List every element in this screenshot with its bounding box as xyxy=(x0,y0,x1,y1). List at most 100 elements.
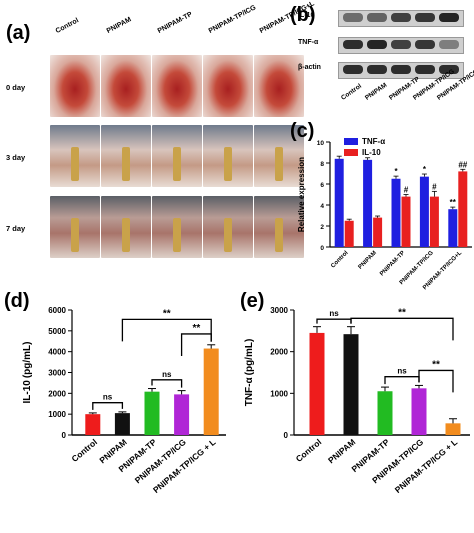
significance-bracket xyxy=(92,402,124,410)
chart-il10: 0 1000 2000 3000 4000 5000 6000 IL-10 (pg/mL) Co… xyxy=(22,306,226,495)
bar xyxy=(343,334,359,435)
wound-strip xyxy=(173,147,181,181)
surgical-site-photo xyxy=(203,55,253,117)
legend-swatch xyxy=(344,149,358,156)
blot-row-label: IL-10 xyxy=(298,12,315,19)
surgical-site-photo xyxy=(203,125,253,187)
x-tick-label: Control xyxy=(294,437,324,464)
bar xyxy=(344,220,354,247)
bar xyxy=(429,196,439,247)
significance-label: ** xyxy=(398,307,406,318)
surgical-site-photo xyxy=(101,196,151,258)
significance-bracket xyxy=(384,376,420,385)
photo-row-label: 0 day xyxy=(6,83,26,92)
y-tick-label: 0 xyxy=(284,431,289,440)
blot-band xyxy=(439,13,459,22)
significance-mark: * xyxy=(394,167,398,176)
panel-d-label: (d) xyxy=(4,290,30,312)
y-tick-label: 1000 xyxy=(48,410,66,419)
wound-strip xyxy=(122,147,130,181)
blot-lane-label: PNIPAM xyxy=(364,81,389,102)
surgical-site-photo xyxy=(152,125,202,187)
blot-row-label: TNF-α xyxy=(298,39,319,46)
bar xyxy=(363,159,373,247)
wound-strip xyxy=(224,218,232,252)
wound-strip xyxy=(71,147,79,181)
blot-row-label: β-actin xyxy=(298,64,321,71)
bar xyxy=(391,178,401,247)
x-tick-label: Control xyxy=(330,250,350,270)
significance-bracket xyxy=(350,317,454,341)
x-tick-label: Control xyxy=(70,437,100,464)
significance-label: ** xyxy=(432,359,440,370)
x-tick-label: PNIPAM xyxy=(326,437,357,466)
significance-label: ns xyxy=(103,393,113,402)
surgical-site-photo xyxy=(203,196,253,258)
surgical-site-photo xyxy=(254,196,304,258)
panel-e-label: (e) xyxy=(240,290,265,312)
wound-strip xyxy=(71,218,79,252)
blot-band xyxy=(415,40,435,49)
western-blot: IL-10 TNF-α β-actin Control PNIPAM PNIPAM-TP P… xyxy=(290,0,474,125)
bar xyxy=(445,423,461,435)
significance-label: ns xyxy=(397,367,407,376)
surgical-site-photo xyxy=(152,196,202,258)
y-tick-label: 4000 xyxy=(48,348,66,357)
surgical-photo-grid: Control PNIPAM PNIPAM-TP PNIPAM-TP/ICG PNIPA… xyxy=(0,0,316,300)
significance-mark: # xyxy=(432,182,437,191)
panel-c-label: (c) xyxy=(290,120,315,142)
blot-lane-label: Control xyxy=(340,82,363,102)
surgical-site-photo xyxy=(254,55,304,117)
surgical-site-photo xyxy=(152,55,202,117)
y-tick-label: 3000 xyxy=(270,306,288,315)
bar xyxy=(411,388,427,435)
bar xyxy=(334,158,344,247)
surgical-site-photo xyxy=(101,55,151,117)
x-tick-label: PNIPAM-TP xyxy=(379,250,406,277)
y-tick-label: 0 xyxy=(62,431,67,440)
legend-label: TNF-α xyxy=(362,137,385,146)
y-tick-label: 6 xyxy=(320,182,324,189)
blot-band xyxy=(343,40,363,49)
surgical-site-photo xyxy=(50,55,100,117)
y-tick-label: 6000 xyxy=(48,306,66,315)
y-tick-label: 3000 xyxy=(48,369,66,378)
bar xyxy=(448,209,458,247)
wound-strip xyxy=(173,218,181,252)
significance-bracket xyxy=(418,369,454,393)
panel-b-label: (b) xyxy=(290,4,316,26)
blot-band xyxy=(391,13,411,22)
photo-row-label: 3 day xyxy=(6,153,26,162)
significance-label: ** xyxy=(193,323,201,334)
legend-label: IL-10 xyxy=(362,148,381,157)
blot-band xyxy=(439,40,459,49)
significance-label: ns xyxy=(162,370,172,379)
wound-strip xyxy=(122,218,130,252)
significance-label: ** xyxy=(163,308,171,319)
significance-mark: ## xyxy=(458,160,467,169)
bar xyxy=(377,391,393,435)
y-tick-label: 4 xyxy=(320,203,324,210)
wound-strip xyxy=(275,218,283,252)
significance-label: ns xyxy=(329,309,339,318)
blot-band xyxy=(415,13,435,22)
blot-band xyxy=(415,65,435,74)
y-tick-label: 5000 xyxy=(48,327,66,336)
blot-band xyxy=(367,40,387,49)
y-tick-label: 2000 xyxy=(270,348,288,357)
blot-band xyxy=(367,13,387,22)
significance-mark: # xyxy=(404,186,409,195)
y-axis-label: TNF-α (pg/mL) xyxy=(244,339,255,407)
y-tick-label: 1000 xyxy=(270,389,288,398)
y-tick-label: 8 xyxy=(320,161,324,168)
significance-mark: * xyxy=(423,165,427,174)
y-axis-label: Relative expression xyxy=(297,157,306,232)
x-tick-label: PNIPAM-TP/ICG + L xyxy=(393,437,460,495)
significance-bracket xyxy=(316,318,352,324)
significance-bracket xyxy=(151,379,183,388)
surgical-site-photo xyxy=(254,125,304,187)
panel-a-label: (a) xyxy=(6,22,31,44)
chart-tnf: 0 1000 2000 3000 TNF-α (pg/mL) Control PNIPAM P… xyxy=(244,306,470,495)
bar xyxy=(85,414,101,435)
wound-strip xyxy=(275,147,283,181)
